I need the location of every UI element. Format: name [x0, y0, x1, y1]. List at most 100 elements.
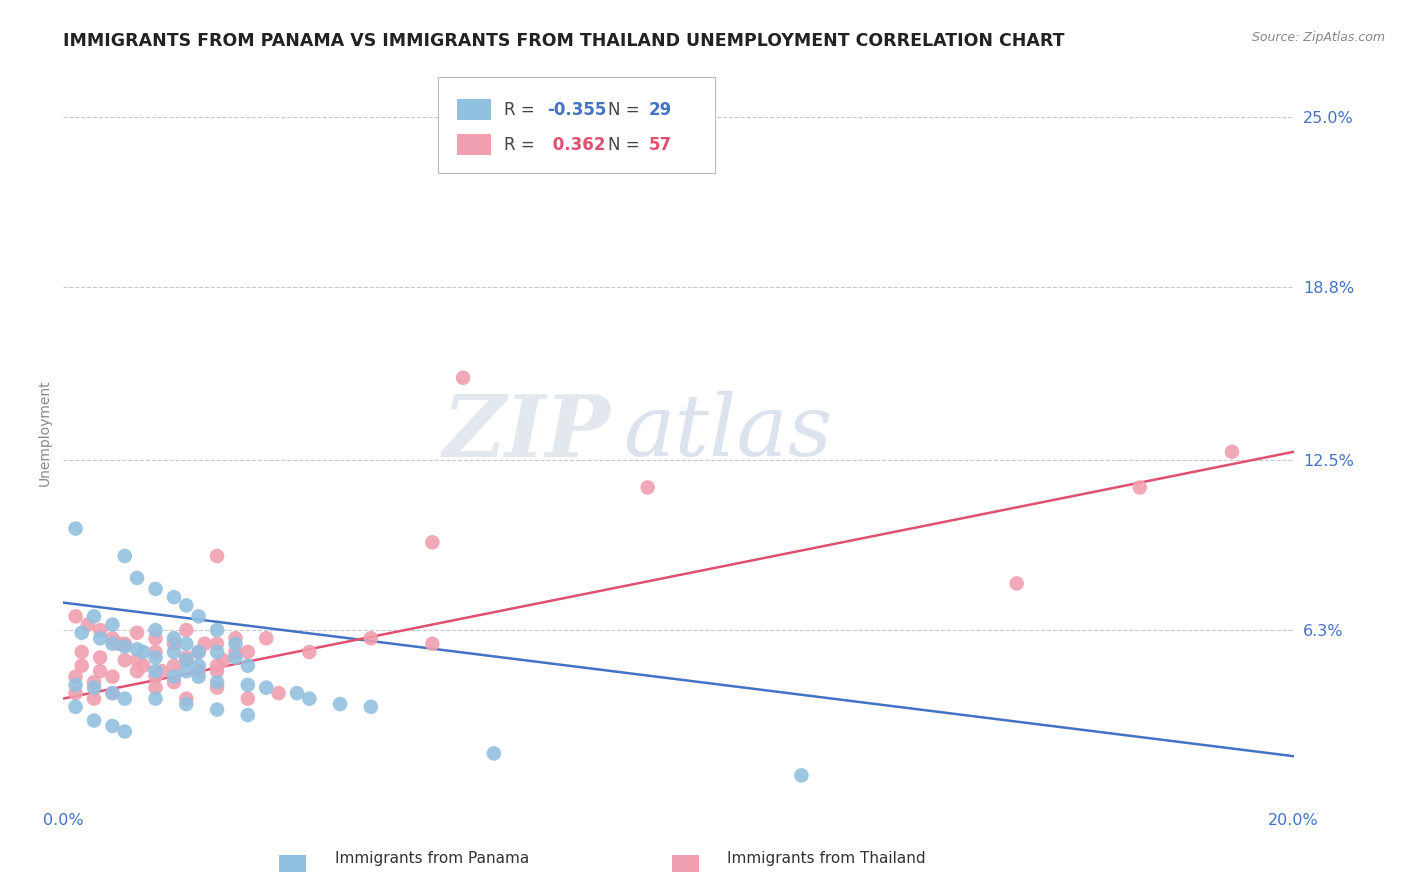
Point [205, 645, 228, 659]
Point [101, 686, 124, 700]
Point [101, 617, 124, 632]
Point [83, 675, 105, 690]
Point [225, 637, 247, 651]
Point [101, 686, 124, 700]
Point [145, 650, 167, 665]
Text: R =: R = [503, 136, 540, 153]
Point [187, 664, 209, 678]
Bar [457, 135, 492, 155]
Point [225, 632, 247, 646]
Point [101, 637, 124, 651]
Point [174, 697, 197, 711]
Point [298, 691, 321, 706]
Point [114, 691, 136, 706]
Point [482, 747, 505, 761]
Point [174, 653, 197, 667]
Point [70, 645, 93, 659]
Point [127, 571, 148, 585]
Point [127, 653, 148, 667]
Point [790, 768, 813, 782]
Point [101, 719, 124, 733]
Y-axis label: Unemployment: Unemployment [38, 379, 52, 486]
Point [83, 609, 105, 624]
Point [187, 645, 209, 659]
Bar [278, 855, 305, 871]
Point [360, 632, 382, 646]
Point [65, 522, 87, 536]
Point [65, 678, 87, 692]
Point [1129, 480, 1152, 494]
Point [163, 637, 186, 651]
Point [267, 686, 290, 700]
Point [205, 637, 228, 651]
Point [65, 670, 87, 684]
Point [285, 686, 308, 700]
Point [236, 645, 259, 659]
Text: IMMIGRANTS FROM PANAMA VS IMMIGRANTS FROM THAILAND UNEMPLOYMENT CORRELATION CHAR: IMMIGRANTS FROM PANAMA VS IMMIGRANTS FRO… [63, 32, 1064, 50]
Point [212, 653, 235, 667]
Point [1005, 576, 1028, 591]
Point [194, 637, 217, 651]
Point [174, 664, 197, 678]
Point [205, 658, 228, 673]
Point [89, 664, 111, 678]
Point [174, 637, 197, 651]
Text: R =: R = [503, 101, 540, 119]
Point [83, 714, 105, 728]
Point [163, 590, 186, 604]
Point [76, 617, 98, 632]
Text: 57: 57 [648, 136, 672, 153]
Point [127, 625, 148, 640]
Point [163, 632, 186, 646]
Point [163, 675, 186, 690]
Point [163, 645, 186, 659]
Text: 0.362: 0.362 [547, 136, 605, 153]
Text: -0.355: -0.355 [547, 101, 606, 119]
Point [205, 549, 228, 563]
Point [174, 650, 197, 665]
Point [205, 664, 228, 678]
Point [107, 637, 129, 651]
Point [236, 658, 259, 673]
Point [236, 708, 259, 723]
Point [65, 699, 87, 714]
Point [163, 670, 186, 684]
Point [145, 645, 167, 659]
Text: N =: N = [609, 101, 645, 119]
Point [174, 623, 197, 637]
Point [254, 681, 277, 695]
Point [205, 623, 228, 637]
Text: Immigrants from Panama: Immigrants from Panama [335, 851, 530, 866]
Point [360, 699, 382, 714]
Text: N =: N = [609, 136, 645, 153]
Point [225, 650, 247, 665]
Point [114, 640, 136, 654]
Point [1220, 445, 1243, 459]
Point [174, 599, 197, 613]
Point [145, 691, 167, 706]
Point [114, 637, 136, 651]
Point [187, 609, 209, 624]
Point [89, 632, 111, 646]
Point [187, 658, 209, 673]
Point [174, 691, 197, 706]
FancyBboxPatch shape [439, 78, 716, 173]
Point [145, 681, 167, 695]
Point [422, 535, 444, 549]
Point [89, 650, 111, 665]
Point [114, 653, 136, 667]
Point [127, 642, 148, 657]
Point [145, 623, 167, 637]
Point [65, 686, 87, 700]
Point [83, 681, 105, 695]
Text: ZIP: ZIP [443, 391, 610, 475]
Text: Immigrants from Thailand: Immigrants from Thailand [727, 851, 925, 866]
Point [329, 697, 352, 711]
Point [145, 670, 167, 684]
Point [65, 609, 87, 624]
Point [163, 658, 186, 673]
Point [187, 670, 209, 684]
Point [205, 675, 228, 690]
Point [145, 582, 167, 596]
Bar [672, 855, 699, 871]
